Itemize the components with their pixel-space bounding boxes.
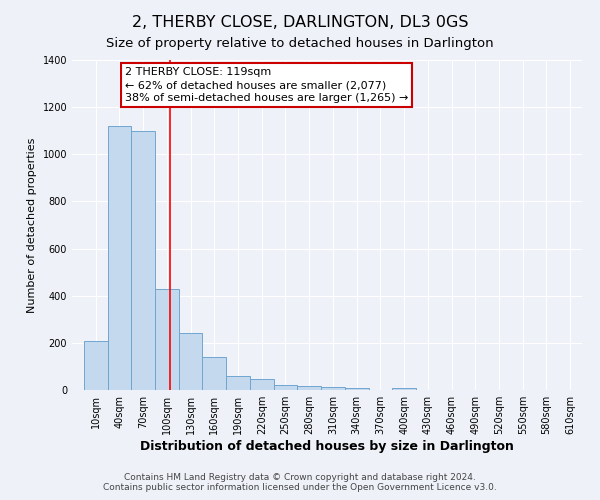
Bar [274,385,298,390]
Bar [321,387,345,390]
Bar [226,376,250,390]
Bar [155,288,179,390]
Bar [107,126,131,390]
Bar [84,340,107,390]
X-axis label: Distribution of detached houses by size in Darlington: Distribution of detached houses by size … [140,440,514,453]
Text: 2, THERBY CLOSE, DARLINGTON, DL3 0GS: 2, THERBY CLOSE, DARLINGTON, DL3 0GS [132,15,468,30]
Bar [202,357,226,390]
Bar [179,334,202,390]
Text: 2 THERBY CLOSE: 119sqm
← 62% of detached houses are smaller (2,077)
38% of semi-: 2 THERBY CLOSE: 119sqm ← 62% of detached… [125,67,409,104]
Bar [131,130,155,390]
Y-axis label: Number of detached properties: Number of detached properties [27,138,37,312]
Bar [345,388,368,390]
Bar [298,386,321,390]
Bar [392,388,416,390]
Text: Contains HM Land Registry data © Crown copyright and database right 2024.
Contai: Contains HM Land Registry data © Crown c… [103,473,497,492]
Bar [250,380,274,390]
Text: Size of property relative to detached houses in Darlington: Size of property relative to detached ho… [106,38,494,51]
